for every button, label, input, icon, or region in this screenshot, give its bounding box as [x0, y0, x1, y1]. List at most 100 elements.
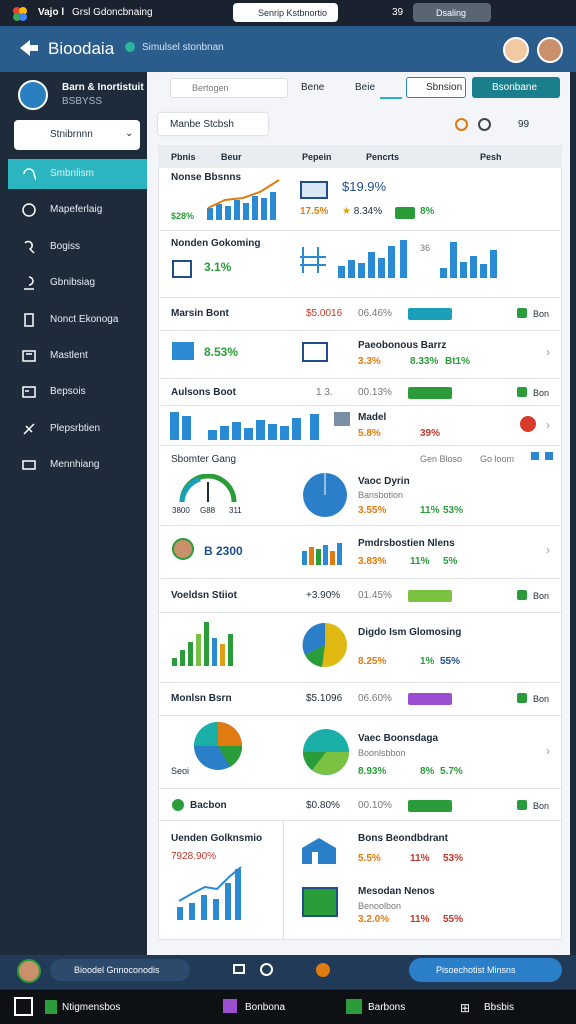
shape	[302, 838, 336, 864]
icon[interactable]	[517, 590, 527, 600]
search[interactable]	[170, 78, 288, 98]
select[interactable]	[14, 120, 140, 150]
chevron[interactable]: ›	[546, 345, 550, 359]
menu-label: Smbnlism	[50, 168, 94, 179]
filter[interactable]: Go loom	[480, 454, 515, 464]
rate: 1%	[420, 656, 435, 667]
pie	[194, 722, 243, 770]
taskbar-item[interactable]: Barbons	[368, 1002, 406, 1013]
chevron[interactable]: ›	[546, 418, 550, 432]
column-header[interactable]: Pesh	[480, 152, 502, 162]
button[interactable]	[406, 77, 466, 98]
select-caret: ⌄	[125, 128, 134, 139]
icon[interactable]	[478, 118, 491, 131]
icon[interactable]	[517, 800, 527, 810]
shape	[261, 198, 267, 220]
rate: 11%	[410, 914, 430, 925]
icon[interactable]	[233, 964, 245, 974]
shape	[309, 547, 314, 565]
shape	[218, 746, 243, 767]
action-pill[interactable]	[409, 958, 562, 982]
icon[interactable]	[517, 387, 527, 397]
time: 39	[392, 7, 404, 18]
menu-icon	[24, 276, 34, 290]
row-title: Nonse Bbsnns	[171, 172, 242, 183]
column-header[interactable]: Pepein	[302, 152, 332, 162]
avatar[interactable]	[503, 37, 529, 63]
item-title: Mesodan Nenos	[358, 886, 435, 897]
shape	[212, 638, 217, 666]
primary-button[interactable]	[472, 77, 560, 98]
tab[interactable]: Bene	[301, 82, 325, 93]
menu-item[interactable]: Mennhiang	[8, 450, 147, 480]
icon	[172, 799, 184, 811]
alert-icon[interactable]	[520, 416, 536, 432]
menu-item[interactable]: Nonct Ekonoga	[8, 305, 147, 335]
app-icon[interactable]	[346, 999, 362, 1014]
taskbar	[0, 990, 576, 1024]
action[interactable]: Bon	[533, 388, 550, 398]
taskbar-item[interactable]: Bbsbis	[484, 1002, 515, 1013]
item-subtitle: Benoolbon	[358, 901, 402, 911]
address-bar[interactable]	[233, 3, 338, 22]
share: 53%	[443, 853, 464, 864]
menu-item[interactable]: Bogiss	[8, 232, 147, 262]
start-icon[interactable]	[14, 997, 33, 1016]
avatar[interactable]	[537, 37, 563, 63]
icon[interactable]	[316, 963, 330, 977]
tab-title[interactable]: Grsl Gdoncbnaing	[72, 7, 153, 18]
tab[interactable]: Beie	[355, 82, 376, 93]
mini-chart	[440, 242, 497, 278]
menu-icon	[22, 386, 36, 399]
address-text: Senrip Kstbnortio	[258, 8, 328, 18]
icon[interactable]	[260, 963, 273, 976]
action[interactable]: Bon	[533, 801, 550, 811]
menu-item[interactable]: Gbnibsiag	[8, 268, 147, 298]
menu-item[interactable]: Bepsois	[8, 377, 147, 407]
menu-icon	[22, 460, 36, 470]
shape	[235, 869, 241, 920]
icon[interactable]	[455, 118, 468, 131]
table-header	[158, 145, 562, 168]
taskbar-glyph[interactable]: ⊞	[460, 1001, 471, 1015]
chevron[interactable]: ›	[546, 744, 550, 758]
chevron[interactable]: ›	[546, 543, 550, 557]
filter[interactable]	[158, 113, 268, 135]
menu-item[interactable]: Smbnlism	[8, 159, 147, 189]
app-icon[interactable]	[45, 1000, 57, 1014]
column-header[interactable]: Pencrts	[366, 152, 400, 162]
action[interactable]: Bon	[533, 591, 550, 601]
action[interactable]: Bon	[533, 309, 550, 319]
shape	[312, 852, 318, 864]
shape	[218, 722, 242, 746]
icon[interactable]	[545, 452, 553, 460]
column-header[interactable]: Beur	[221, 152, 242, 162]
profile-dropdown[interactable]	[413, 3, 491, 22]
user-name: Barn & Inortistuit	[62, 82, 144, 93]
action[interactable]: Bon	[533, 694, 550, 704]
axis-label: 36	[420, 243, 431, 253]
menu-item[interactable]: Mapeferlaig	[8, 195, 147, 225]
shape	[23, 168, 36, 181]
app-icon[interactable]	[223, 999, 237, 1013]
taskbar-item[interactable]: Bonbona	[245, 1002, 286, 1013]
taskbar-item[interactable]: Ntigmensbos	[62, 1002, 121, 1013]
menu-item[interactable]: Mastlent	[8, 341, 147, 371]
shape	[460, 262, 467, 278]
menu-label: Mastlent	[50, 350, 88, 361]
rate: 06.46%	[358, 308, 392, 319]
shape	[440, 268, 447, 278]
icon[interactable]	[531, 452, 539, 460]
menu-item[interactable]: Plepsrbtien	[8, 414, 147, 444]
filter-text: Manbe Stcbsh	[170, 119, 234, 130]
shape	[316, 549, 321, 565]
icon[interactable]	[517, 308, 527, 318]
row-title: Bacbon	[190, 800, 227, 811]
status-pill[interactable]	[50, 959, 190, 981]
row-value: B 2300	[204, 544, 243, 558]
filter[interactable]: Gen Bloso	[420, 454, 463, 464]
column-header[interactable]: Pbnis	[171, 152, 196, 162]
mini-chart	[302, 543, 342, 565]
icon[interactable]	[517, 693, 527, 703]
